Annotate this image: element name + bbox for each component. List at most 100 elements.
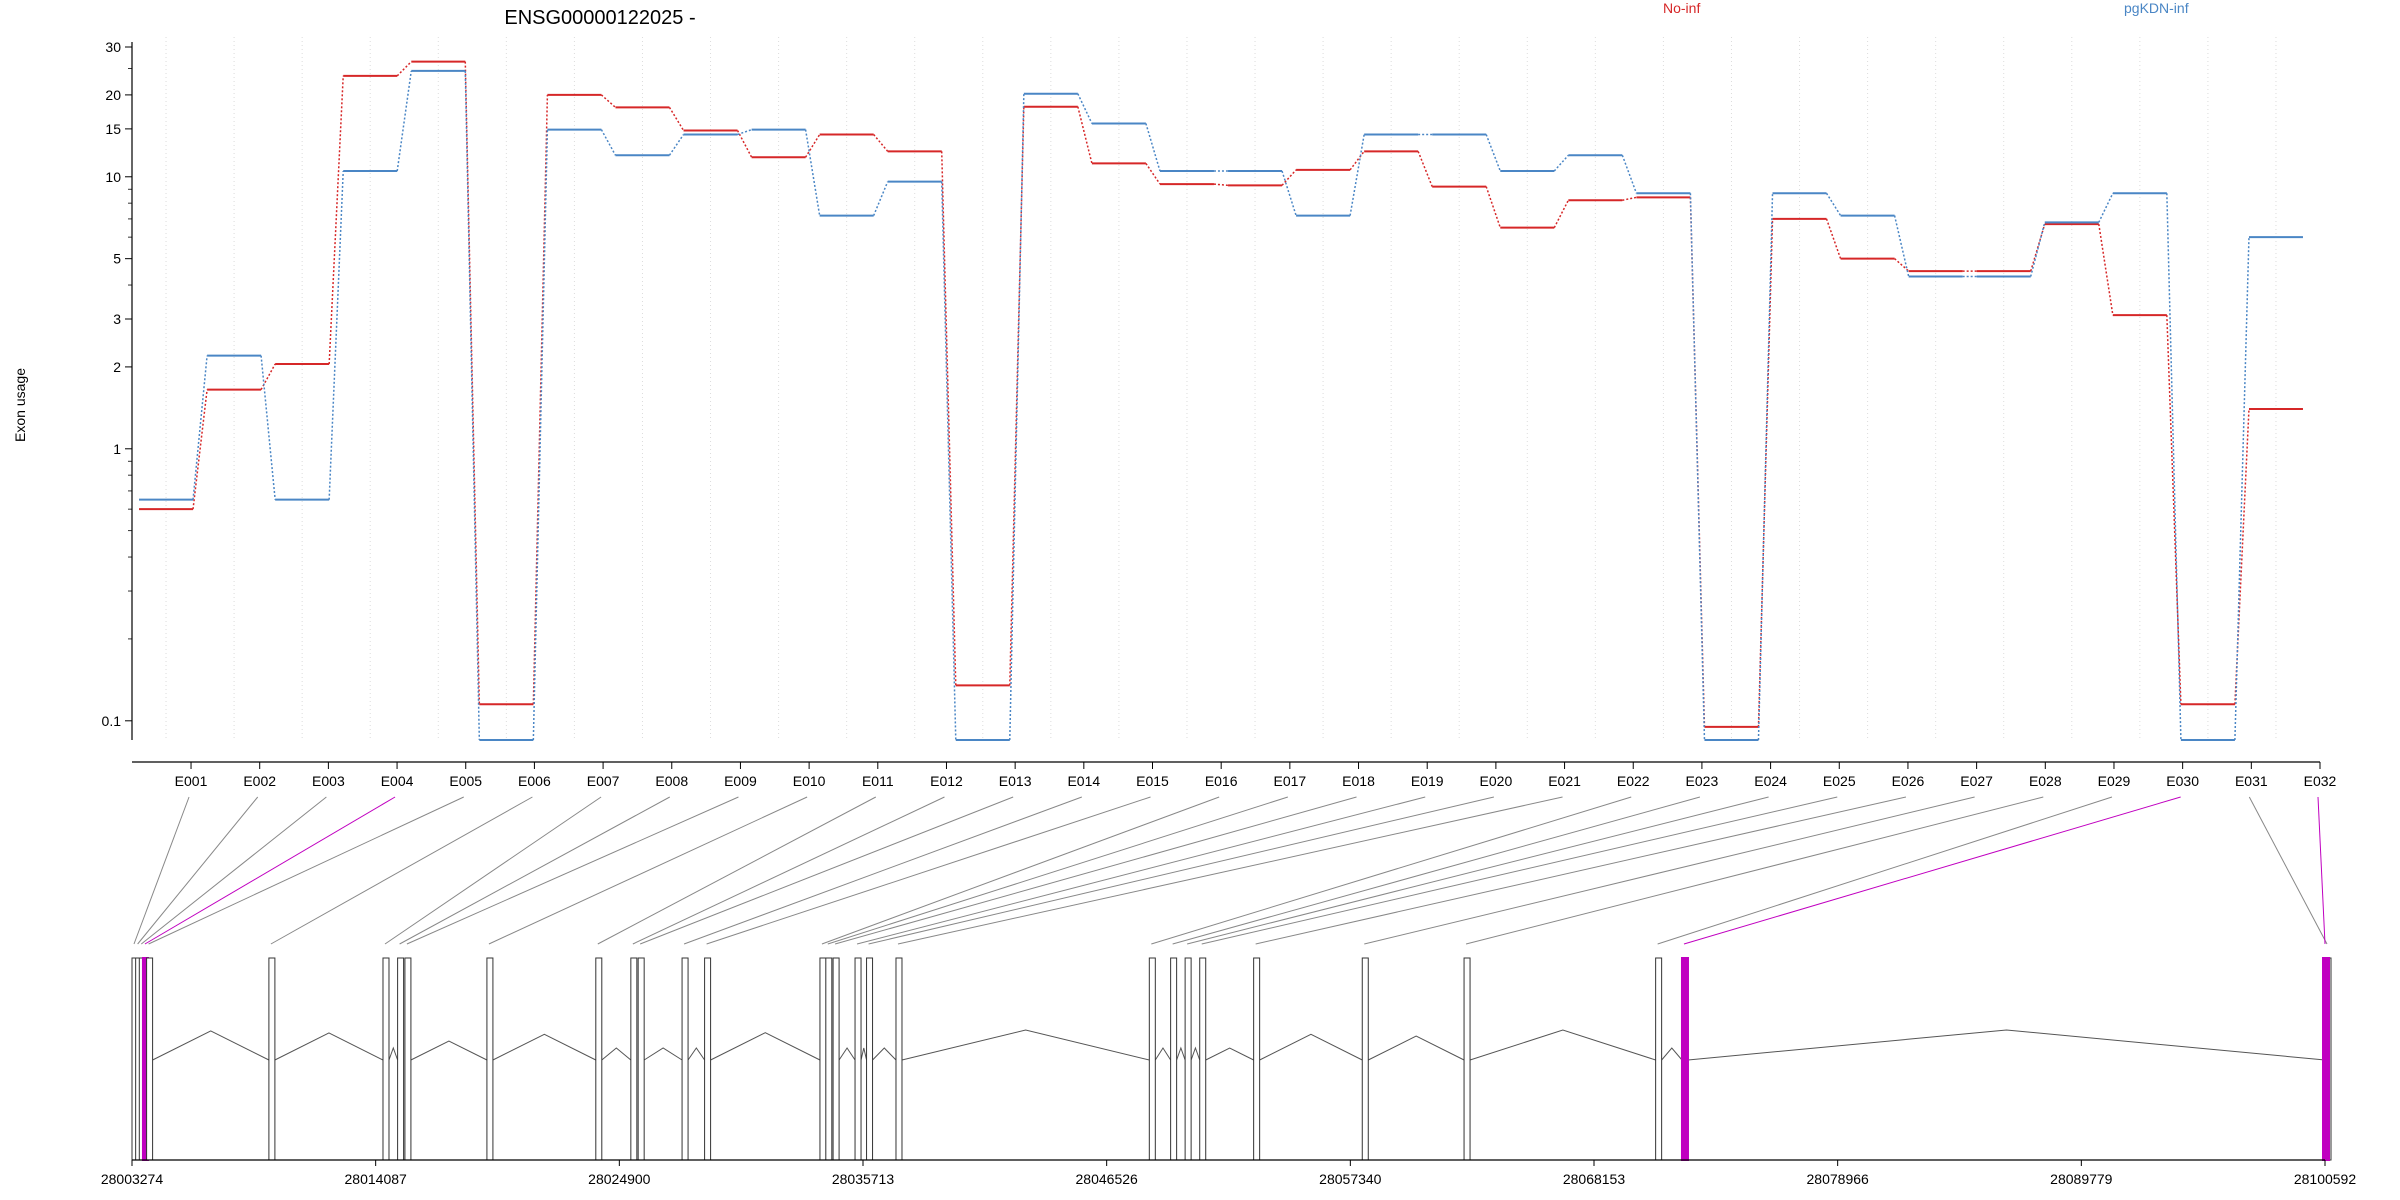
series-no-inf-connector bbox=[804, 134, 821, 158]
connector-e006 bbox=[270, 796, 533, 945]
genomic-tick-label: 28024900 bbox=[588, 1171, 651, 1187]
series-pgkdn-inf-connector bbox=[1553, 154, 1569, 172]
x-tick-label-e029: E029 bbox=[2098, 773, 2131, 789]
intron bbox=[1259, 1033, 1363, 1061]
y-tick-label: 1 bbox=[113, 441, 121, 457]
x-tick-label-e032: E032 bbox=[2304, 773, 2337, 789]
connector-e012 bbox=[632, 796, 945, 945]
x-tick-label-e024: E024 bbox=[1754, 773, 1787, 789]
exon-box-e022 bbox=[1148, 957, 1156, 1161]
y-tick-label: 10 bbox=[105, 169, 121, 185]
connector-e003 bbox=[140, 796, 327, 945]
series-no-inf-connector bbox=[1281, 169, 1297, 186]
series-pgkdn-inf-connector bbox=[737, 128, 752, 136]
intron bbox=[1368, 1035, 1465, 1061]
series-pgkdn-inf-connector bbox=[872, 181, 889, 216]
exon-box-e030 bbox=[1680, 957, 1689, 1161]
legend-pgkdn-inf: pgKDN-inf bbox=[2124, 0, 2189, 16]
x-tick-label-e012: E012 bbox=[930, 773, 963, 789]
series-no-inf-connector bbox=[532, 94, 549, 705]
connector-e010 bbox=[488, 796, 808, 945]
series-pgkdn-inf-connector bbox=[396, 70, 413, 172]
genomic-tick-label: 28057340 bbox=[1319, 1171, 1382, 1187]
exon-box-e015 bbox=[704, 957, 712, 1161]
exon-box-e006 bbox=[268, 957, 276, 1161]
series-no-inf-connector bbox=[1213, 183, 1229, 187]
intron bbox=[410, 1040, 488, 1061]
exon-box-e014 bbox=[681, 957, 689, 1161]
connector-e013 bbox=[639, 796, 1014, 945]
intron bbox=[872, 1047, 897, 1061]
x-tick-label-e020: E020 bbox=[1480, 773, 1513, 789]
connector-e031 bbox=[2248, 796, 2328, 945]
exon-box-e020 bbox=[866, 957, 874, 1161]
exon-box-e019 bbox=[854, 957, 862, 1161]
intron bbox=[710, 1032, 821, 1061]
x-tick-label-e009: E009 bbox=[724, 773, 757, 789]
intron bbox=[838, 1047, 856, 1061]
connector-e005 bbox=[148, 796, 464, 945]
exon-box-e011 bbox=[595, 957, 603, 1161]
connector-e026 bbox=[1255, 796, 1907, 945]
x-tick-label-e006: E006 bbox=[518, 773, 551, 789]
intron bbox=[152, 1030, 270, 1061]
intron bbox=[901, 1029, 1150, 1061]
intron bbox=[1190, 1046, 1201, 1061]
exon-box-e008 bbox=[397, 957, 405, 1161]
exon-box-e021 bbox=[895, 957, 903, 1161]
series-pgkdn-inf-connector bbox=[2234, 237, 2250, 741]
exon-box-e018 bbox=[832, 957, 840, 1161]
exon-box-e025 bbox=[1199, 957, 1207, 1161]
connector-e024 bbox=[1186, 796, 1769, 945]
x-tick-label-e016: E016 bbox=[1205, 773, 1238, 789]
x-tick-label-e021: E021 bbox=[1548, 773, 1581, 789]
series-pgkdn-inf-connector bbox=[2098, 192, 2114, 223]
intron bbox=[274, 1032, 384, 1061]
connector-e023 bbox=[1172, 796, 1701, 945]
genomic-tick-label: 28078966 bbox=[1807, 1171, 1870, 1187]
connector-e030 bbox=[1683, 796, 2181, 945]
series-no-inf-connector bbox=[668, 106, 685, 131]
connector-e018 bbox=[834, 796, 1357, 945]
x-tick-label-e017: E017 bbox=[1274, 773, 1307, 789]
series-pgkdn-inf-connector bbox=[1281, 170, 1297, 216]
x-tick-label-e001: E001 bbox=[175, 773, 208, 789]
x-tick-label-e031: E031 bbox=[2235, 773, 2268, 789]
genomic-tick-label: 28089779 bbox=[2050, 1171, 2113, 1187]
series-pgkdn-inf-connector bbox=[260, 355, 276, 500]
exon-box-e024 bbox=[1184, 957, 1192, 1161]
series-no-inf-connector bbox=[736, 130, 753, 158]
exon-box-e016 bbox=[819, 957, 827, 1161]
series-pgkdn-inf-connector bbox=[532, 129, 549, 741]
series-pgkdn-inf-connector bbox=[1621, 154, 1638, 194]
intron bbox=[1687, 1029, 2326, 1061]
genomic-tick-label: 28035713 bbox=[832, 1171, 895, 1187]
series-no-inf-connector bbox=[396, 61, 412, 77]
x-tick-label-e019: E019 bbox=[1411, 773, 1444, 789]
x-tick-label-e010: E010 bbox=[793, 773, 826, 789]
exon-box-e007 bbox=[382, 957, 390, 1161]
series-no-inf-connector bbox=[328, 75, 344, 365]
series-no-inf-connector bbox=[1825, 218, 1842, 259]
intron bbox=[1154, 1047, 1172, 1061]
series-no-inf-connector bbox=[1417, 151, 1433, 187]
connector-e032 bbox=[2317, 796, 2326, 945]
series-no-inf-connector bbox=[1894, 258, 1910, 272]
series-pgkdn-inf-connector bbox=[1145, 123, 1161, 172]
gene-model bbox=[131, 957, 2332, 1161]
exon-box-e009 bbox=[404, 957, 412, 1161]
exon-box-e017 bbox=[825, 957, 833, 1161]
exon-box-e023 bbox=[1170, 957, 1178, 1161]
x-tick-label-e030: E030 bbox=[2166, 773, 2199, 789]
exon-box-e013 bbox=[637, 957, 645, 1161]
genomic-tick-label: 28003274 bbox=[101, 1171, 164, 1187]
x-tick-label-e011: E011 bbox=[862, 773, 894, 789]
genomic-tick-label: 28100592 bbox=[2294, 1171, 2357, 1187]
y-tick-label: 15 bbox=[105, 121, 121, 137]
series-no-inf-connector bbox=[192, 389, 208, 510]
intron bbox=[388, 1046, 399, 1061]
exon-box-e027 bbox=[1361, 957, 1369, 1161]
legend-no-inf: No-inf bbox=[1663, 0, 1700, 16]
series-pgkdn-inf-connector bbox=[1349, 134, 1365, 216]
